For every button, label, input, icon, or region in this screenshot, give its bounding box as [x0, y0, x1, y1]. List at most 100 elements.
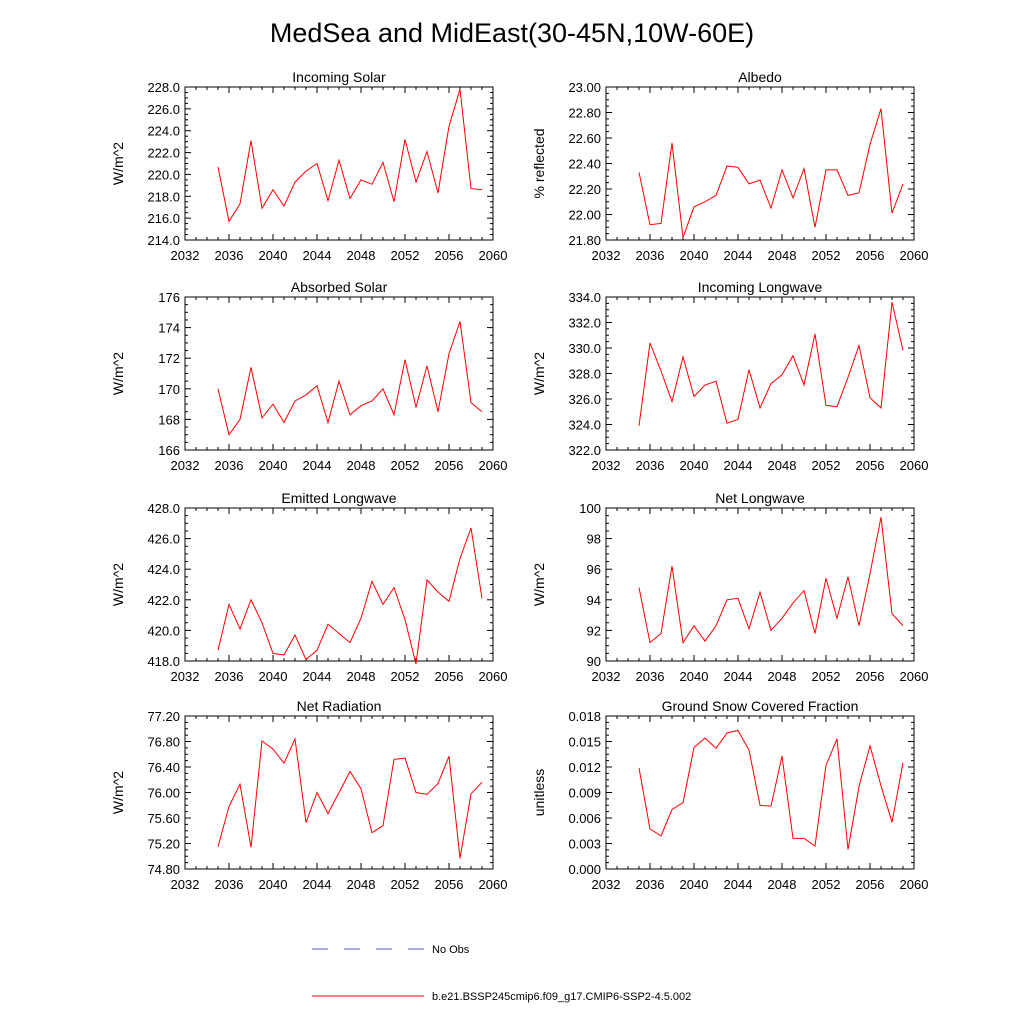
y-tick-label: 90 [587, 654, 601, 669]
series-line [638, 729, 904, 850]
x-tick-label: 2052 [812, 877, 841, 892]
y-tick-label: 424.0 [147, 562, 180, 577]
y-tick-label: 428.0 [147, 501, 180, 516]
x-tick-label: 2032 [171, 877, 200, 892]
x-tick-label: 2044 [724, 458, 753, 473]
x-tick-label: 2036 [215, 669, 244, 684]
legend-model-label: b.e21.BSSP245cmip6.f09_g17.CMIP6-SSP2-4.… [432, 991, 691, 1003]
x-tick-label: 2036 [636, 877, 665, 892]
x-tick-label: 2052 [391, 669, 420, 684]
y-tick-label: 168 [158, 412, 180, 427]
panel-title: Incoming Longwave [698, 279, 823, 295]
x-tick-label: 2048 [347, 669, 376, 684]
x-tick-label: 2056 [856, 248, 885, 263]
x-tick-label: 2036 [215, 248, 244, 263]
x-tick-label: 2048 [347, 877, 376, 892]
y-tick-label: 75.60 [147, 811, 180, 826]
x-tick-label: 2032 [592, 248, 621, 263]
y-tick-label: 74.80 [147, 862, 180, 877]
y-tick-label: 0.003 [568, 837, 601, 852]
y-axis-label: W/m^2 [110, 352, 126, 395]
x-tick-label: 2056 [435, 669, 464, 684]
panel-title: Net Longwave [715, 490, 805, 506]
x-tick-label: 2044 [303, 248, 332, 263]
x-tick-label: 2056 [856, 877, 885, 892]
x-tick-label: 2032 [592, 669, 621, 684]
x-tick-label: 2048 [768, 458, 797, 473]
y-tick-label: 228.0 [147, 80, 180, 95]
x-tick-label: 2040 [259, 458, 288, 473]
series-line [638, 517, 904, 644]
panel-title: Albedo [738, 69, 782, 85]
x-tick-label: 2032 [171, 248, 200, 263]
y-tick-label: 0.009 [568, 786, 601, 801]
y-tick-label: 418.0 [147, 654, 180, 669]
y-tick-label: 324.0 [568, 418, 601, 433]
x-tick-label: 2040 [259, 669, 288, 684]
y-tick-label: 176 [158, 290, 180, 305]
y-tick-label: 326.0 [568, 392, 601, 407]
x-tick-label: 2040 [680, 248, 709, 263]
y-tick-label: 332.0 [568, 316, 601, 331]
series-line [217, 737, 483, 859]
y-tick-label: 224.0 [147, 124, 180, 139]
panel-incoming-longwave: 2032 2036 2040 2044 2048 2052 2056 2060 322.0 324… [531, 279, 928, 473]
y-tick-label: 222.0 [147, 146, 180, 161]
y-tick-label: 328.0 [568, 367, 601, 382]
x-tick-label: 2060 [479, 669, 508, 684]
x-tick-label: 2032 [171, 669, 200, 684]
x-tick-label: 2036 [215, 877, 244, 892]
x-tick-label: 2056 [856, 458, 885, 473]
y-tick-label: 22.60 [568, 131, 601, 146]
y-tick-label: 218.0 [147, 189, 180, 204]
x-tick-label: 2056 [435, 458, 464, 473]
y-tick-label: 420.0 [147, 623, 180, 638]
panel-albedo: 2032 2036 2040 2044 2048 2052 2056 2060 21.80 22.… [531, 69, 928, 263]
y-tick-label: 0.000 [568, 862, 601, 877]
x-tick-label: 2032 [592, 877, 621, 892]
y-axis-label: W/m^2 [110, 142, 126, 185]
y-tick-label: 98 [587, 532, 601, 547]
y-tick-label: 22.00 [568, 208, 601, 223]
series-line [217, 89, 483, 223]
panel-incoming-solar: 2032 2036 2040 2044 2048 2052 2056 2060 214.0 216… [110, 69, 507, 263]
series-line [217, 321, 483, 436]
x-tick-label: 2052 [391, 877, 420, 892]
y-tick-label: 22.80 [568, 106, 601, 121]
panel-ground-snow-covered-fraction: 2032 2036 2040 2044 2048 2052 2056 2060 0.000 0.0… [531, 698, 928, 892]
y-tick-label: 166 [158, 443, 180, 458]
y-tick-label: 0.012 [568, 760, 601, 775]
x-tick-label: 2048 [768, 669, 797, 684]
x-tick-label: 2048 [347, 248, 376, 263]
y-tick-label: 76.00 [147, 786, 180, 801]
y-tick-label: 21.80 [568, 233, 601, 248]
y-tick-label: 77.20 [147, 709, 180, 724]
plot-frame [605, 86, 915, 241]
y-tick-label: 76.80 [147, 735, 180, 750]
x-tick-label: 2056 [856, 669, 885, 684]
x-tick-label: 2056 [435, 248, 464, 263]
y-tick-label: 330.0 [568, 341, 601, 356]
x-tick-label: 2036 [636, 669, 665, 684]
panel-net-longwave: 2032 2036 2040 2044 2048 2052 2056 2060 90 92 94 96… [531, 490, 928, 684]
x-tick-label: 2040 [259, 248, 288, 263]
panel-title: Absorbed Solar [291, 279, 388, 295]
x-tick-label: 2044 [724, 877, 753, 892]
y-tick-label: 172 [158, 351, 180, 366]
y-tick-label: 170 [158, 382, 180, 397]
panel-title: Emitted Longwave [281, 490, 396, 506]
y-tick-label: 0.015 [568, 735, 601, 750]
x-tick-label: 2040 [680, 458, 709, 473]
y-tick-label: 174 [158, 321, 180, 336]
y-axis-label: W/m^2 [531, 563, 547, 606]
x-tick-label: 2060 [900, 458, 929, 473]
x-tick-label: 2036 [215, 458, 244, 473]
y-axis-label: unitless [531, 769, 547, 816]
x-tick-label: 2044 [303, 458, 332, 473]
panels: 2032 2036 2040 2044 2048 2052 2056 2060 214.0 216… [110, 69, 928, 892]
x-tick-label: 2048 [768, 248, 797, 263]
y-tick-label: 322.0 [568, 443, 601, 458]
y-tick-label: 22.40 [568, 157, 601, 172]
plot-frame [184, 507, 494, 662]
